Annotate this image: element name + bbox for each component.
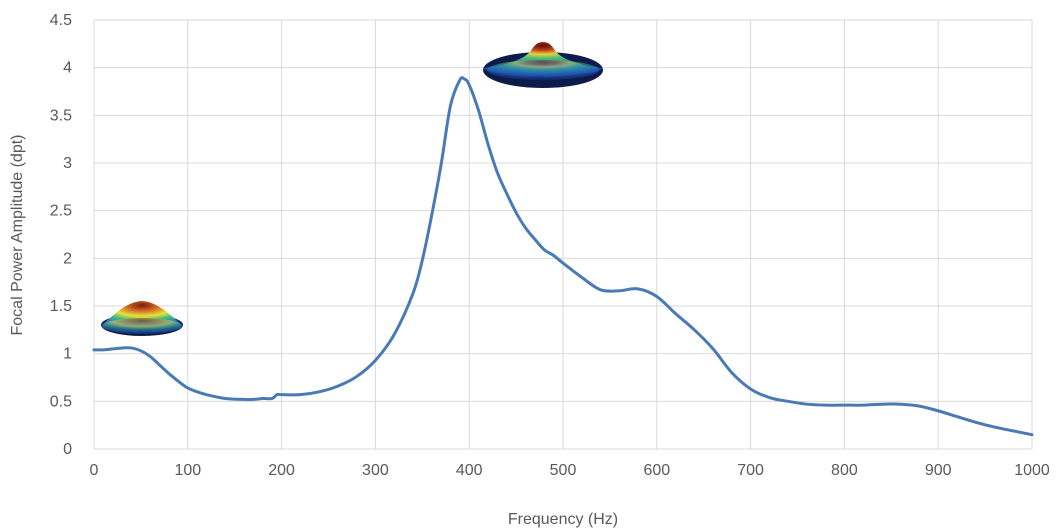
gridlines <box>93 19 1033 450</box>
x-axis-title: Frequency (Hz) <box>508 511 618 528</box>
y-tick-label: 4.5 <box>50 12 72 29</box>
y-tick-label: 2 <box>63 250 72 267</box>
y-tick-label: 1 <box>63 346 72 363</box>
x-tick-label: 500 <box>550 462 577 479</box>
x-tick-label: 600 <box>643 462 670 479</box>
x-tick-label: 800 <box>831 462 858 479</box>
y-tick-label: 0.5 <box>50 393 72 410</box>
x-tick-label: 900 <box>925 462 952 479</box>
y-tick-label: 3 <box>63 155 72 172</box>
y-tick-label: 4 <box>63 60 72 77</box>
x-tick-label: 400 <box>456 462 483 479</box>
mode-shape-low-frequency-icon <box>101 301 183 336</box>
x-tick-label: 300 <box>362 462 389 479</box>
y-tick-label: 3.5 <box>50 107 72 124</box>
x-tick-label: 100 <box>174 462 201 479</box>
x-tick-label: 1000 <box>1014 462 1050 479</box>
y-tick-label: 0 <box>63 441 72 458</box>
series-layer <box>92 76 1034 437</box>
x-tick-label: 200 <box>268 462 295 479</box>
y-tick-label: 1.5 <box>50 298 72 315</box>
x-tick-label: 700 <box>737 462 764 479</box>
series-line <box>92 76 1034 437</box>
y-tick-label: 2.5 <box>50 203 72 220</box>
axes: 0 100 200 300 400 500 600 700 800 900 1000 0 0.5 1 1.5… <box>50 12 1050 479</box>
y-axis-title: Focal Power Amplitude (dpt) <box>9 135 26 336</box>
mode-shape-resonance-icon <box>483 42 603 88</box>
x-tick-label: 0 <box>90 462 99 479</box>
